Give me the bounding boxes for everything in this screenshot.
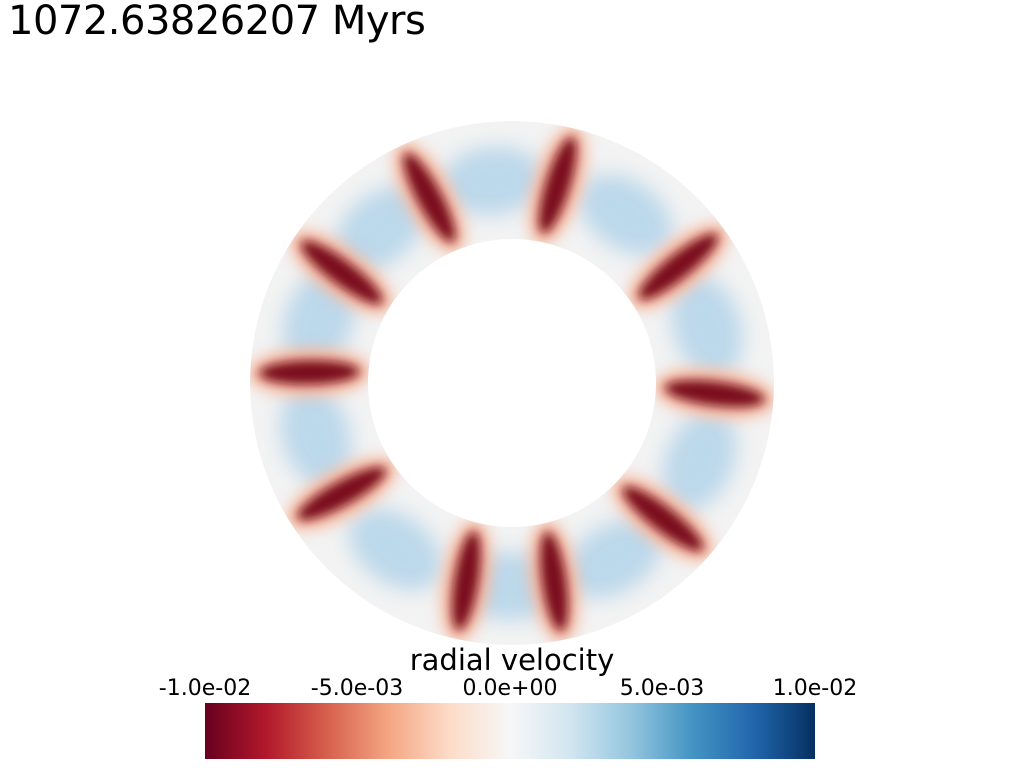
upwelling-region <box>565 519 662 599</box>
colorbar-tick-label: -1.0e-02 <box>158 676 252 701</box>
upwelling-region <box>440 146 545 216</box>
upwelling-region <box>671 276 743 378</box>
upwelling-region <box>662 410 737 511</box>
downwelling-plume <box>540 532 568 632</box>
downwelling-plume <box>638 233 718 300</box>
downwelling-plume <box>539 137 577 234</box>
colorbar-tick-label: -5.0e-03 <box>310 676 404 701</box>
downwelling-plume <box>665 380 765 407</box>
time-label: 1072.63826207 Myrs <box>8 0 426 44</box>
colorbar-gradient <box>205 703 815 759</box>
colorbar-tick-label: 1.0e-02 <box>772 676 858 701</box>
upwelling-region <box>334 186 426 272</box>
downwelling-plume <box>259 360 360 385</box>
colorbar-tick-label: 0.0e+00 <box>462 676 558 701</box>
downwelling-plume <box>452 531 481 631</box>
upwelling-region <box>578 174 673 256</box>
colorbar-tick-label: 5.0e-03 <box>619 676 705 701</box>
upwelling-region <box>348 508 443 591</box>
downwelling-plume <box>403 153 456 243</box>
downwelling-plume <box>297 467 386 521</box>
colorbar-title: radial velocity <box>409 643 615 677</box>
downwelling-plume <box>301 240 383 304</box>
downwelling-plume <box>622 486 703 552</box>
upwelling-region <box>280 384 352 487</box>
